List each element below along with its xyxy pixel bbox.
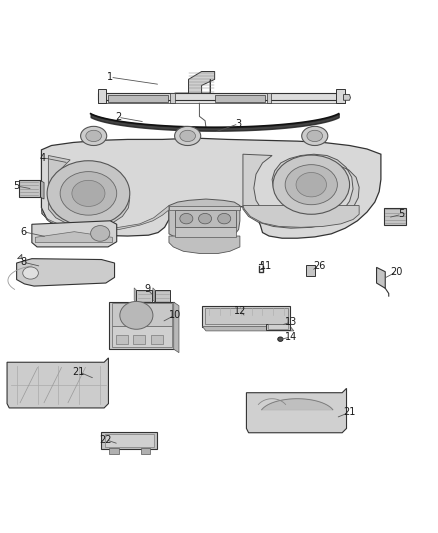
Bar: [306, 265, 315, 276]
Text: 2: 2: [115, 112, 121, 122]
Bar: [98, 99, 345, 103]
Ellipse shape: [218, 213, 231, 224]
Text: 20: 20: [390, 266, 403, 277]
Polygon shape: [32, 221, 117, 247]
Ellipse shape: [72, 180, 105, 206]
Ellipse shape: [198, 213, 212, 224]
Bar: [98, 93, 345, 100]
Bar: [110, 302, 174, 349]
Ellipse shape: [175, 126, 201, 146]
Text: 8: 8: [20, 257, 26, 267]
Bar: [266, 324, 290, 329]
Bar: [175, 210, 237, 228]
Polygon shape: [134, 288, 136, 302]
Bar: [268, 325, 288, 329]
Polygon shape: [174, 302, 179, 353]
Polygon shape: [243, 154, 359, 228]
Text: 12: 12: [234, 306, 246, 316]
Polygon shape: [384, 208, 406, 225]
Text: 21: 21: [343, 407, 356, 417]
Polygon shape: [42, 138, 381, 238]
Bar: [170, 93, 175, 103]
Bar: [133, 335, 145, 344]
Ellipse shape: [86, 130, 102, 142]
Polygon shape: [42, 206, 169, 231]
Polygon shape: [18, 254, 22, 259]
Text: 3: 3: [236, 119, 242, 129]
Text: 13: 13: [285, 317, 297, 327]
Text: 26: 26: [313, 261, 325, 271]
Bar: [202, 305, 290, 327]
Polygon shape: [261, 399, 333, 410]
Polygon shape: [169, 236, 240, 254]
Ellipse shape: [60, 172, 117, 215]
Text: 11: 11: [260, 261, 272, 271]
Ellipse shape: [120, 302, 153, 329]
Bar: [110, 448, 119, 454]
Polygon shape: [202, 327, 294, 331]
Text: 5: 5: [399, 209, 405, 219]
Ellipse shape: [296, 173, 326, 197]
Bar: [136, 290, 152, 302]
Bar: [112, 303, 172, 326]
Bar: [112, 326, 172, 347]
Text: 21: 21: [73, 367, 85, 377]
Ellipse shape: [180, 130, 195, 142]
Polygon shape: [175, 71, 215, 93]
Ellipse shape: [180, 213, 193, 224]
Text: 9: 9: [144, 284, 150, 294]
Bar: [175, 228, 237, 237]
Text: 14: 14: [285, 332, 297, 342]
Bar: [141, 448, 150, 454]
Bar: [98, 90, 106, 103]
Ellipse shape: [285, 165, 337, 205]
Polygon shape: [7, 358, 109, 408]
Text: 10: 10: [169, 310, 181, 320]
Polygon shape: [19, 180, 40, 197]
Polygon shape: [243, 206, 359, 228]
Bar: [205, 308, 288, 325]
Polygon shape: [169, 206, 240, 210]
Polygon shape: [40, 180, 44, 199]
Bar: [215, 95, 265, 102]
Polygon shape: [169, 199, 240, 239]
Polygon shape: [48, 156, 130, 227]
Polygon shape: [35, 232, 113, 243]
Ellipse shape: [278, 337, 283, 341]
Polygon shape: [377, 268, 385, 288]
Text: 4: 4: [40, 152, 46, 163]
Text: 6: 6: [20, 227, 26, 237]
Bar: [102, 432, 157, 449]
Text: 22: 22: [99, 435, 112, 445]
Polygon shape: [17, 259, 115, 286]
Ellipse shape: [273, 155, 350, 214]
Bar: [151, 335, 163, 344]
Ellipse shape: [302, 126, 328, 146]
Bar: [155, 290, 170, 302]
Ellipse shape: [81, 126, 107, 146]
Text: 1: 1: [107, 72, 113, 82]
Text: 5: 5: [14, 181, 20, 191]
Bar: [108, 95, 168, 102]
Polygon shape: [343, 94, 350, 100]
Bar: [116, 335, 128, 344]
Ellipse shape: [47, 161, 130, 226]
Polygon shape: [247, 389, 346, 433]
Bar: [105, 434, 154, 447]
Bar: [336, 90, 345, 103]
Ellipse shape: [307, 130, 322, 142]
Ellipse shape: [23, 267, 39, 279]
Ellipse shape: [91, 225, 110, 241]
Polygon shape: [153, 288, 155, 302]
Bar: [267, 93, 271, 103]
